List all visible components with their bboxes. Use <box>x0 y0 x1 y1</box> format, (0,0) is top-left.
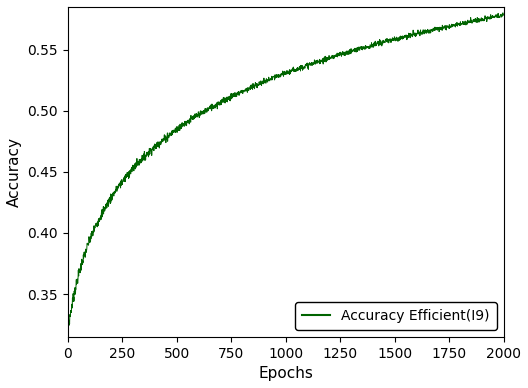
X-axis label: Epochs: Epochs <box>258 366 313 381</box>
Legend: Accuracy Efficient(I9): Accuracy Efficient(I9) <box>295 302 497 330</box>
Y-axis label: Accuracy: Accuracy <box>7 137 22 207</box>
